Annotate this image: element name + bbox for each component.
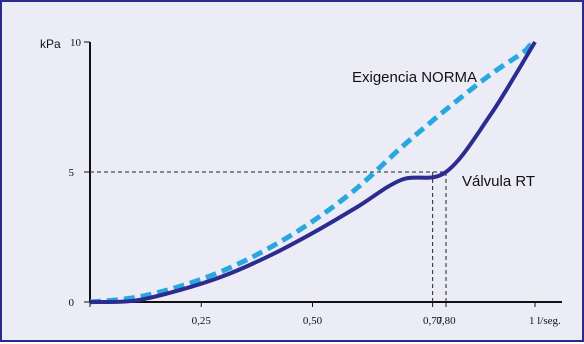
y-tick-label: 10 — [70, 37, 82, 49]
y-tick-label: 5 — [69, 167, 75, 179]
x-tick-label: 0,80 — [436, 315, 456, 327]
x-tick-label: 0,77 — [423, 315, 443, 327]
x-tick-label: 1 l/seg. — [529, 315, 561, 327]
series-line-norma — [89, 40, 532, 305]
y-unit-label: kPa — [40, 37, 61, 51]
y-tick-label: 0 — [69, 297, 75, 309]
series-label-rt: Válvula RT — [462, 173, 535, 190]
x-tick-label: 0,25 — [192, 315, 212, 327]
x-tick-label: 0,50 — [303, 315, 323, 327]
series-label-norma: Exigencia NORMA — [352, 69, 477, 86]
series-line-rt — [89, 40, 537, 305]
